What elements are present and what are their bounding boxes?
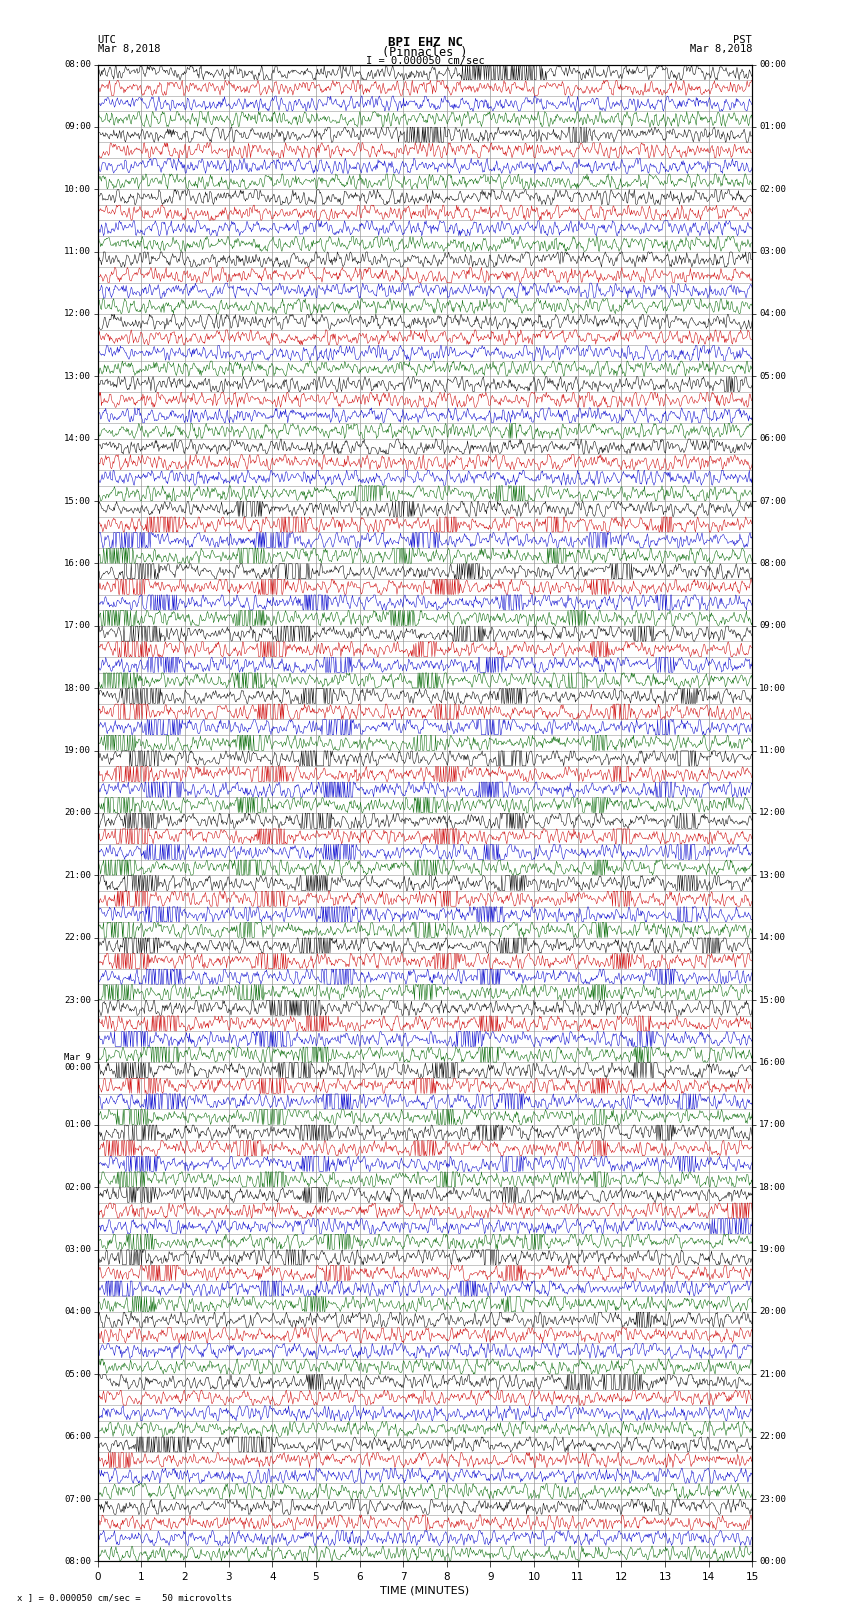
Text: I = 0.000050 cm/sec: I = 0.000050 cm/sec [366, 56, 484, 66]
Text: BPI EHZ NC: BPI EHZ NC [388, 37, 462, 50]
Text: Mar 8,2018: Mar 8,2018 [98, 44, 161, 53]
Text: PST: PST [734, 35, 752, 45]
Text: Mar 8,2018: Mar 8,2018 [689, 44, 752, 53]
X-axis label: TIME (MINUTES): TIME (MINUTES) [381, 1586, 469, 1595]
Text: x ] = 0.000050 cm/sec =    50 microvolts: x ] = 0.000050 cm/sec = 50 microvolts [17, 1592, 232, 1602]
Text: UTC: UTC [98, 35, 116, 45]
Text: (Pinnacles ): (Pinnacles ) [382, 45, 468, 60]
